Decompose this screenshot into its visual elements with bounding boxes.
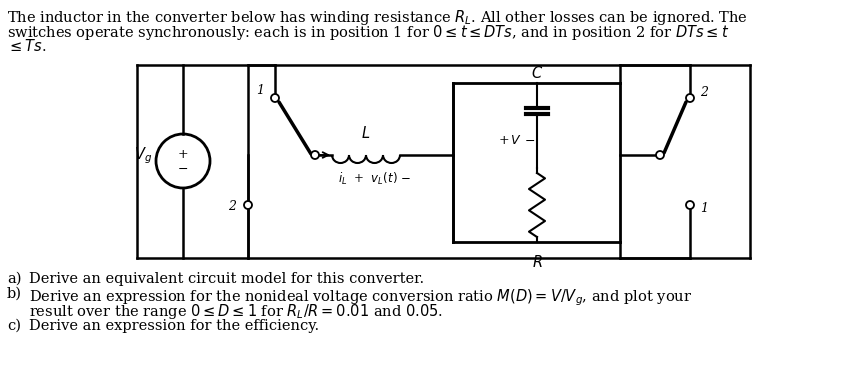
Text: $R$: $R$ [531, 254, 542, 270]
Circle shape [686, 94, 694, 102]
Text: $V_g$: $V_g$ [134, 146, 152, 166]
Text: $V$: $V$ [510, 134, 522, 148]
Text: $i_L$  +  $v_L(t)$ $-$: $i_L$ + $v_L(t)$ $-$ [338, 171, 411, 187]
Circle shape [271, 94, 279, 102]
Text: $L$: $L$ [361, 125, 371, 141]
Text: Derive an expression for the efficiency.: Derive an expression for the efficiency. [29, 319, 319, 333]
Text: 1: 1 [256, 83, 264, 97]
Text: $\leq Ts$.: $\leq Ts$. [7, 38, 47, 54]
Text: 2: 2 [700, 86, 708, 99]
Circle shape [311, 151, 319, 159]
Text: a): a) [7, 272, 22, 286]
Circle shape [686, 201, 694, 209]
Text: +: + [178, 148, 188, 161]
Circle shape [244, 201, 252, 209]
Text: result over the range $0{\leq}D{\leq} 1$ for $R_L/R{=}0.01$ and $0.05$.: result over the range $0{\leq}D{\leq} 1$… [29, 302, 443, 321]
Text: switches operate synchronously: each is in position 1 for $0 \leq t \leq DTs$, a: switches operate synchronously: each is … [7, 23, 729, 42]
Text: 2: 2 [228, 200, 236, 214]
Text: c): c) [7, 319, 21, 333]
Text: −: − [525, 134, 536, 148]
Text: 1: 1 [700, 203, 708, 215]
Text: $C$: $C$ [531, 65, 543, 81]
Text: +: + [499, 134, 510, 148]
Text: −: − [178, 162, 188, 176]
Text: Derive an equivalent circuit model for this converter.: Derive an equivalent circuit model for t… [29, 272, 424, 286]
Text: Derive an expression for the nonideal voltage conversion ratio $M(D) = V/V_g$, a: Derive an expression for the nonideal vo… [29, 287, 692, 308]
Text: b): b) [7, 287, 22, 301]
Circle shape [656, 151, 664, 159]
Text: The inductor in the converter below has winding resistance $R_L$. All other loss: The inductor in the converter below has … [7, 8, 747, 27]
